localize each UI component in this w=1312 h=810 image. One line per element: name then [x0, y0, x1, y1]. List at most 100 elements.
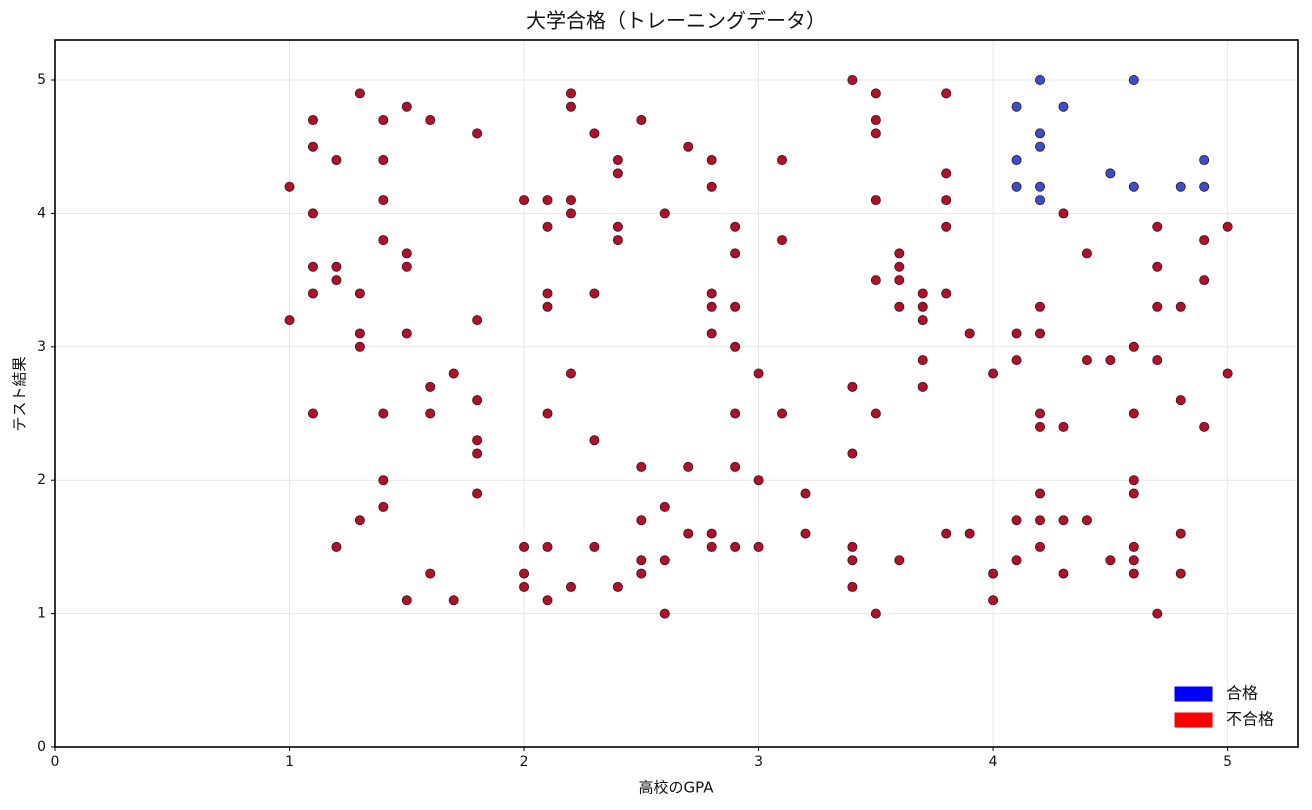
point	[1011, 328, 1022, 339]
legend-label: 合格	[1226, 684, 1258, 703]
x-tick-label: 4	[989, 754, 998, 770]
point	[847, 448, 858, 459]
point	[683, 141, 694, 152]
point	[1105, 168, 1116, 179]
point	[565, 101, 576, 112]
point	[519, 568, 530, 579]
y-tick-label: 0	[37, 739, 46, 755]
point	[870, 608, 881, 619]
point	[730, 408, 741, 419]
point	[730, 248, 741, 259]
point	[472, 128, 483, 139]
point	[706, 328, 717, 339]
point	[1035, 301, 1046, 312]
point	[378, 195, 389, 206]
y-tick-label: 3	[37, 339, 46, 355]
point	[1011, 515, 1022, 526]
point	[1081, 515, 1092, 526]
point	[1128, 341, 1139, 352]
point	[753, 541, 764, 552]
x-tick-label: 3	[754, 754, 763, 770]
point	[612, 581, 623, 592]
legend-swatch	[1174, 686, 1213, 702]
chart-title: 大学合格（トレーニングデータ）	[526, 9, 826, 33]
point	[917, 301, 928, 312]
point	[917, 288, 928, 299]
point	[1128, 541, 1139, 552]
point	[1175, 395, 1186, 406]
point	[1175, 301, 1186, 312]
point	[870, 115, 881, 126]
point	[331, 261, 342, 272]
point	[659, 208, 670, 219]
point	[565, 208, 576, 219]
point	[847, 555, 858, 566]
point	[706, 528, 717, 539]
point	[1128, 181, 1139, 192]
point	[1105, 555, 1116, 566]
point	[636, 555, 647, 566]
point	[307, 408, 318, 419]
x-tick-label: 5	[1223, 754, 1232, 770]
point	[425, 115, 436, 126]
point	[870, 195, 881, 206]
point	[636, 115, 647, 126]
point	[847, 381, 858, 392]
point	[894, 301, 905, 312]
point	[401, 261, 412, 272]
point	[425, 408, 436, 419]
point	[1011, 101, 1022, 112]
point	[542, 221, 553, 232]
point	[1199, 155, 1210, 166]
point	[1011, 181, 1022, 192]
point	[378, 115, 389, 126]
point	[542, 195, 553, 206]
point	[1175, 528, 1186, 539]
point	[354, 341, 365, 352]
point	[917, 355, 928, 366]
point	[307, 288, 318, 299]
point	[542, 301, 553, 312]
point	[1152, 355, 1163, 366]
point	[284, 181, 295, 192]
point	[1035, 141, 1046, 152]
point	[354, 328, 365, 339]
point	[706, 541, 717, 552]
point	[1058, 568, 1069, 579]
point	[1128, 475, 1139, 486]
point	[1058, 101, 1069, 112]
point	[870, 88, 881, 99]
point	[1105, 355, 1116, 366]
point	[777, 235, 788, 246]
point	[1152, 608, 1163, 619]
point	[612, 155, 623, 166]
point	[612, 168, 623, 179]
point	[941, 88, 952, 99]
x-tick-label: 0	[51, 754, 60, 770]
point	[589, 435, 600, 446]
point	[870, 275, 881, 286]
point	[472, 395, 483, 406]
y-tick-label: 5	[37, 72, 46, 88]
point	[1035, 128, 1046, 139]
y-tick-label: 1	[37, 606, 46, 622]
point	[425, 381, 436, 392]
point	[636, 515, 647, 526]
point	[378, 408, 389, 419]
point	[284, 315, 295, 326]
point	[894, 275, 905, 286]
point	[565, 581, 576, 592]
point	[1035, 75, 1046, 86]
point	[1128, 555, 1139, 566]
point	[1152, 221, 1163, 232]
point	[401, 248, 412, 259]
point	[307, 141, 318, 152]
point	[659, 501, 670, 512]
point	[847, 541, 858, 552]
point	[1035, 488, 1046, 499]
y-tick-label: 4	[37, 205, 46, 221]
point	[401, 595, 412, 606]
point	[730, 461, 741, 472]
point	[1222, 368, 1233, 379]
